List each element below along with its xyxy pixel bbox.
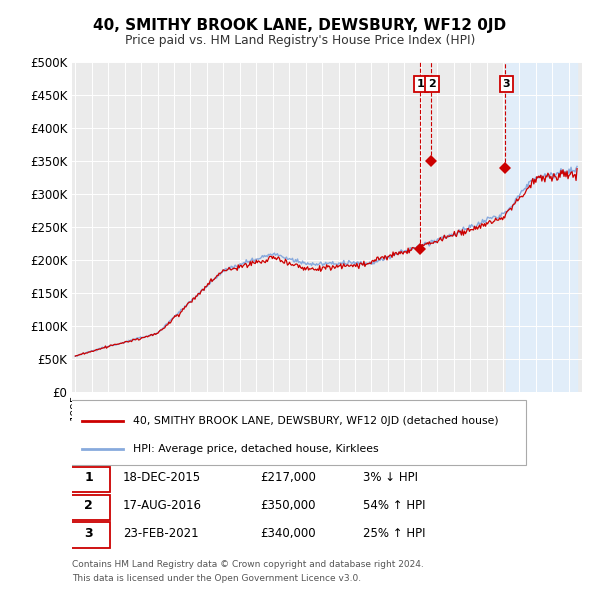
Text: £340,000: £340,000	[260, 527, 316, 540]
Text: 1: 1	[417, 78, 425, 88]
Text: 23-FEB-2021: 23-FEB-2021	[123, 527, 199, 540]
Text: 17-AUG-2016: 17-AUG-2016	[123, 499, 202, 512]
Text: 3: 3	[85, 527, 93, 540]
Text: 54% ↑ HPI: 54% ↑ HPI	[362, 499, 425, 512]
Text: £350,000: £350,000	[260, 499, 316, 512]
Text: 18-DEC-2015: 18-DEC-2015	[123, 471, 201, 484]
Text: £217,000: £217,000	[260, 471, 317, 484]
Text: Contains HM Land Registry data © Crown copyright and database right 2024.: Contains HM Land Registry data © Crown c…	[72, 559, 424, 569]
Text: 40, SMITHY BROOK LANE, DEWSBURY, WF12 0JD: 40, SMITHY BROOK LANE, DEWSBURY, WF12 0J…	[94, 18, 506, 32]
Text: This data is licensed under the Open Government Licence v3.0.: This data is licensed under the Open Gov…	[72, 575, 361, 584]
FancyBboxPatch shape	[67, 467, 110, 492]
Text: 2: 2	[85, 499, 93, 512]
FancyBboxPatch shape	[67, 494, 110, 520]
Text: 1: 1	[85, 471, 93, 484]
FancyBboxPatch shape	[67, 523, 110, 548]
Text: Price paid vs. HM Land Registry's House Price Index (HPI): Price paid vs. HM Land Registry's House …	[125, 34, 475, 47]
Text: 3: 3	[502, 78, 510, 88]
Text: 3% ↓ HPI: 3% ↓ HPI	[362, 471, 418, 484]
Text: 40, SMITHY BROOK LANE, DEWSBURY, WF12 0JD (detached house): 40, SMITHY BROOK LANE, DEWSBURY, WF12 0J…	[133, 416, 499, 426]
Text: 2: 2	[428, 78, 436, 88]
Text: 25% ↑ HPI: 25% ↑ HPI	[362, 527, 425, 540]
FancyBboxPatch shape	[67, 400, 526, 465]
Text: HPI: Average price, detached house, Kirklees: HPI: Average price, detached house, Kirk…	[133, 444, 379, 454]
